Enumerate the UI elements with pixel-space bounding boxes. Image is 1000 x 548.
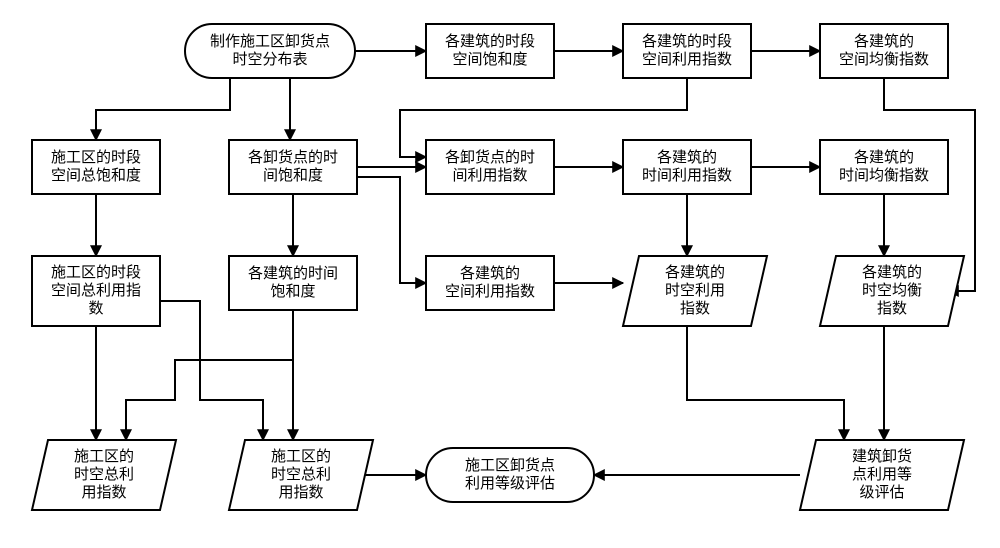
node-n_r2c5: 各建筑的时间均衡指数 — [820, 140, 948, 194]
node-n_r3c1-label-2: 数 — [88, 300, 103, 317]
edge-n_start-n_r2c1 — [96, 78, 230, 140]
node-n_r2c4: 各建筑的时间利用指数 — [623, 140, 751, 194]
node-n_r3c5-label-1: 时空均衡 — [862, 282, 922, 299]
node-n_r4c4-label-1: 点利用等 — [852, 465, 912, 483]
node-n_r3c3-label-0: 各建筑的 — [460, 265, 520, 282]
node-n_r2c1: 施工区的时段空间总饱和度 — [32, 140, 160, 194]
edge-n_r3c4-n_r4c4 — [687, 326, 844, 440]
node-n_r2c3-label-0: 各卸货点的时 — [445, 149, 535, 166]
node-n_end-label-1: 利用等级评估 — [465, 474, 555, 492]
node-n_r3c2: 各建筑的时间饱和度 — [229, 256, 357, 310]
node-n_r1c4-label-1: 空间利用指数 — [642, 51, 732, 68]
node-n_r2c5-label-0: 各建筑的 — [854, 149, 914, 166]
node-n_start: 制作施工区卸货点时空分布表 — [185, 24, 355, 78]
node-n_r4c2-label-2: 用指数 — [278, 484, 323, 501]
node-n_r3c5-label-2: 指数 — [877, 300, 907, 317]
node-n_r4c1-label-0: 施工区的 — [74, 448, 134, 465]
node-n_r3c3-label-1: 空间利用指数 — [445, 283, 535, 300]
node-n_start-label-1: 时空分布表 — [232, 51, 307, 68]
node-n_r2c4-label-1: 时间利用指数 — [642, 167, 732, 184]
node-n_r3c5-label-0: 各建筑的 — [862, 264, 922, 281]
node-n_r1c3-label-0: 各建筑的时段 — [445, 33, 535, 50]
node-n_r3c4-label-2: 指数 — [680, 300, 710, 317]
node-n_r3c3: 各建筑的空间利用指数 — [426, 256, 554, 310]
node-n_r1c3: 各建筑的时段空间饱和度 — [426, 24, 554, 78]
node-n_r4c4: 建筑卸货点利用等级评估 — [800, 440, 964, 510]
node-n_r2c4-label-0: 各建筑的 — [657, 149, 717, 166]
node-n_r2c3: 各卸货点的时间利用指数 — [426, 140, 554, 194]
node-n_r4c2-label-1: 时空总利 — [271, 466, 331, 483]
node-n_r4c1: 施工区的时空总利用指数 — [32, 440, 176, 510]
node-n_r1c4-label-0: 各建筑的时段 — [642, 33, 732, 50]
node-n_r4c2-label-0: 施工区的 — [271, 448, 331, 465]
edge-n_r3c2-n_r4c1 — [126, 310, 293, 440]
node-n_r2c2-label-0: 各卸货点的时 — [248, 149, 338, 166]
node-n_r1c5-label-1: 空间均衡指数 — [839, 51, 929, 68]
node-n_r2c1-label-1: 空间总饱和度 — [51, 167, 141, 184]
node-n_r2c2-label-1: 间饱和度 — [263, 167, 323, 184]
node-n_r2c1-label-0: 施工区的时段 — [51, 149, 141, 166]
node-n_r3c4-label-0: 各建筑的 — [665, 264, 725, 281]
node-n_r2c2: 各卸货点的时间饱和度 — [229, 140, 357, 194]
node-n_r3c1-label-0: 施工区的时段 — [51, 264, 141, 281]
node-n_end-label-0: 施工区卸货点 — [465, 457, 555, 474]
node-n_end: 施工区卸货点利用等级评估 — [426, 448, 594, 502]
node-n_r3c2-label-0: 各建筑的时间 — [248, 265, 338, 282]
node-n_r4c4-label-0: 建筑卸货 — [852, 448, 912, 465]
node-n_r4c1-label-1: 时空总利 — [74, 466, 134, 483]
nodes-layer: 制作施工区卸货点时空分布表各建筑的时段空间饱和度各建筑的时段空间利用指数各建筑的… — [32, 24, 964, 510]
node-n_r1c3-label-1: 空间饱和度 — [452, 51, 527, 68]
node-n_r4c4-label-2: 级评估 — [859, 484, 904, 501]
flowchart-canvas: 制作施工区卸货点时空分布表各建筑的时段空间饱和度各建筑的时段空间利用指数各建筑的… — [0, 0, 1000, 548]
node-n_r4c2: 施工区的时空总利用指数 — [229, 440, 373, 510]
node-n_r2c3-label-1: 间利用指数 — [452, 167, 527, 184]
node-n_r3c1: 施工区的时段空间总利用指数 — [32, 256, 160, 326]
node-n_r1c4: 各建筑的时段空间利用指数 — [623, 24, 751, 78]
node-n_r3c4-label-1: 时空利用 — [665, 282, 725, 299]
node-n_start-label-0: 制作施工区卸货点 — [210, 33, 330, 50]
node-n_r1c5: 各建筑的空间均衡指数 — [820, 24, 948, 78]
node-n_r3c4: 各建筑的时空利用指数 — [623, 256, 767, 326]
node-n_r3c1-label-1: 空间总利用指 — [51, 282, 141, 299]
node-n_r3c5: 各建筑的时空均衡指数 — [820, 256, 964, 326]
node-n_r1c5-label-0: 各建筑的 — [854, 33, 914, 50]
node-n_r3c2-label-1: 饱和度 — [270, 283, 315, 300]
edge-n_r2c2-n_r3c3 — [357, 177, 426, 283]
node-n_r2c5-label-1: 时间均衡指数 — [839, 167, 929, 184]
node-n_r4c1-label-2: 用指数 — [81, 484, 126, 501]
